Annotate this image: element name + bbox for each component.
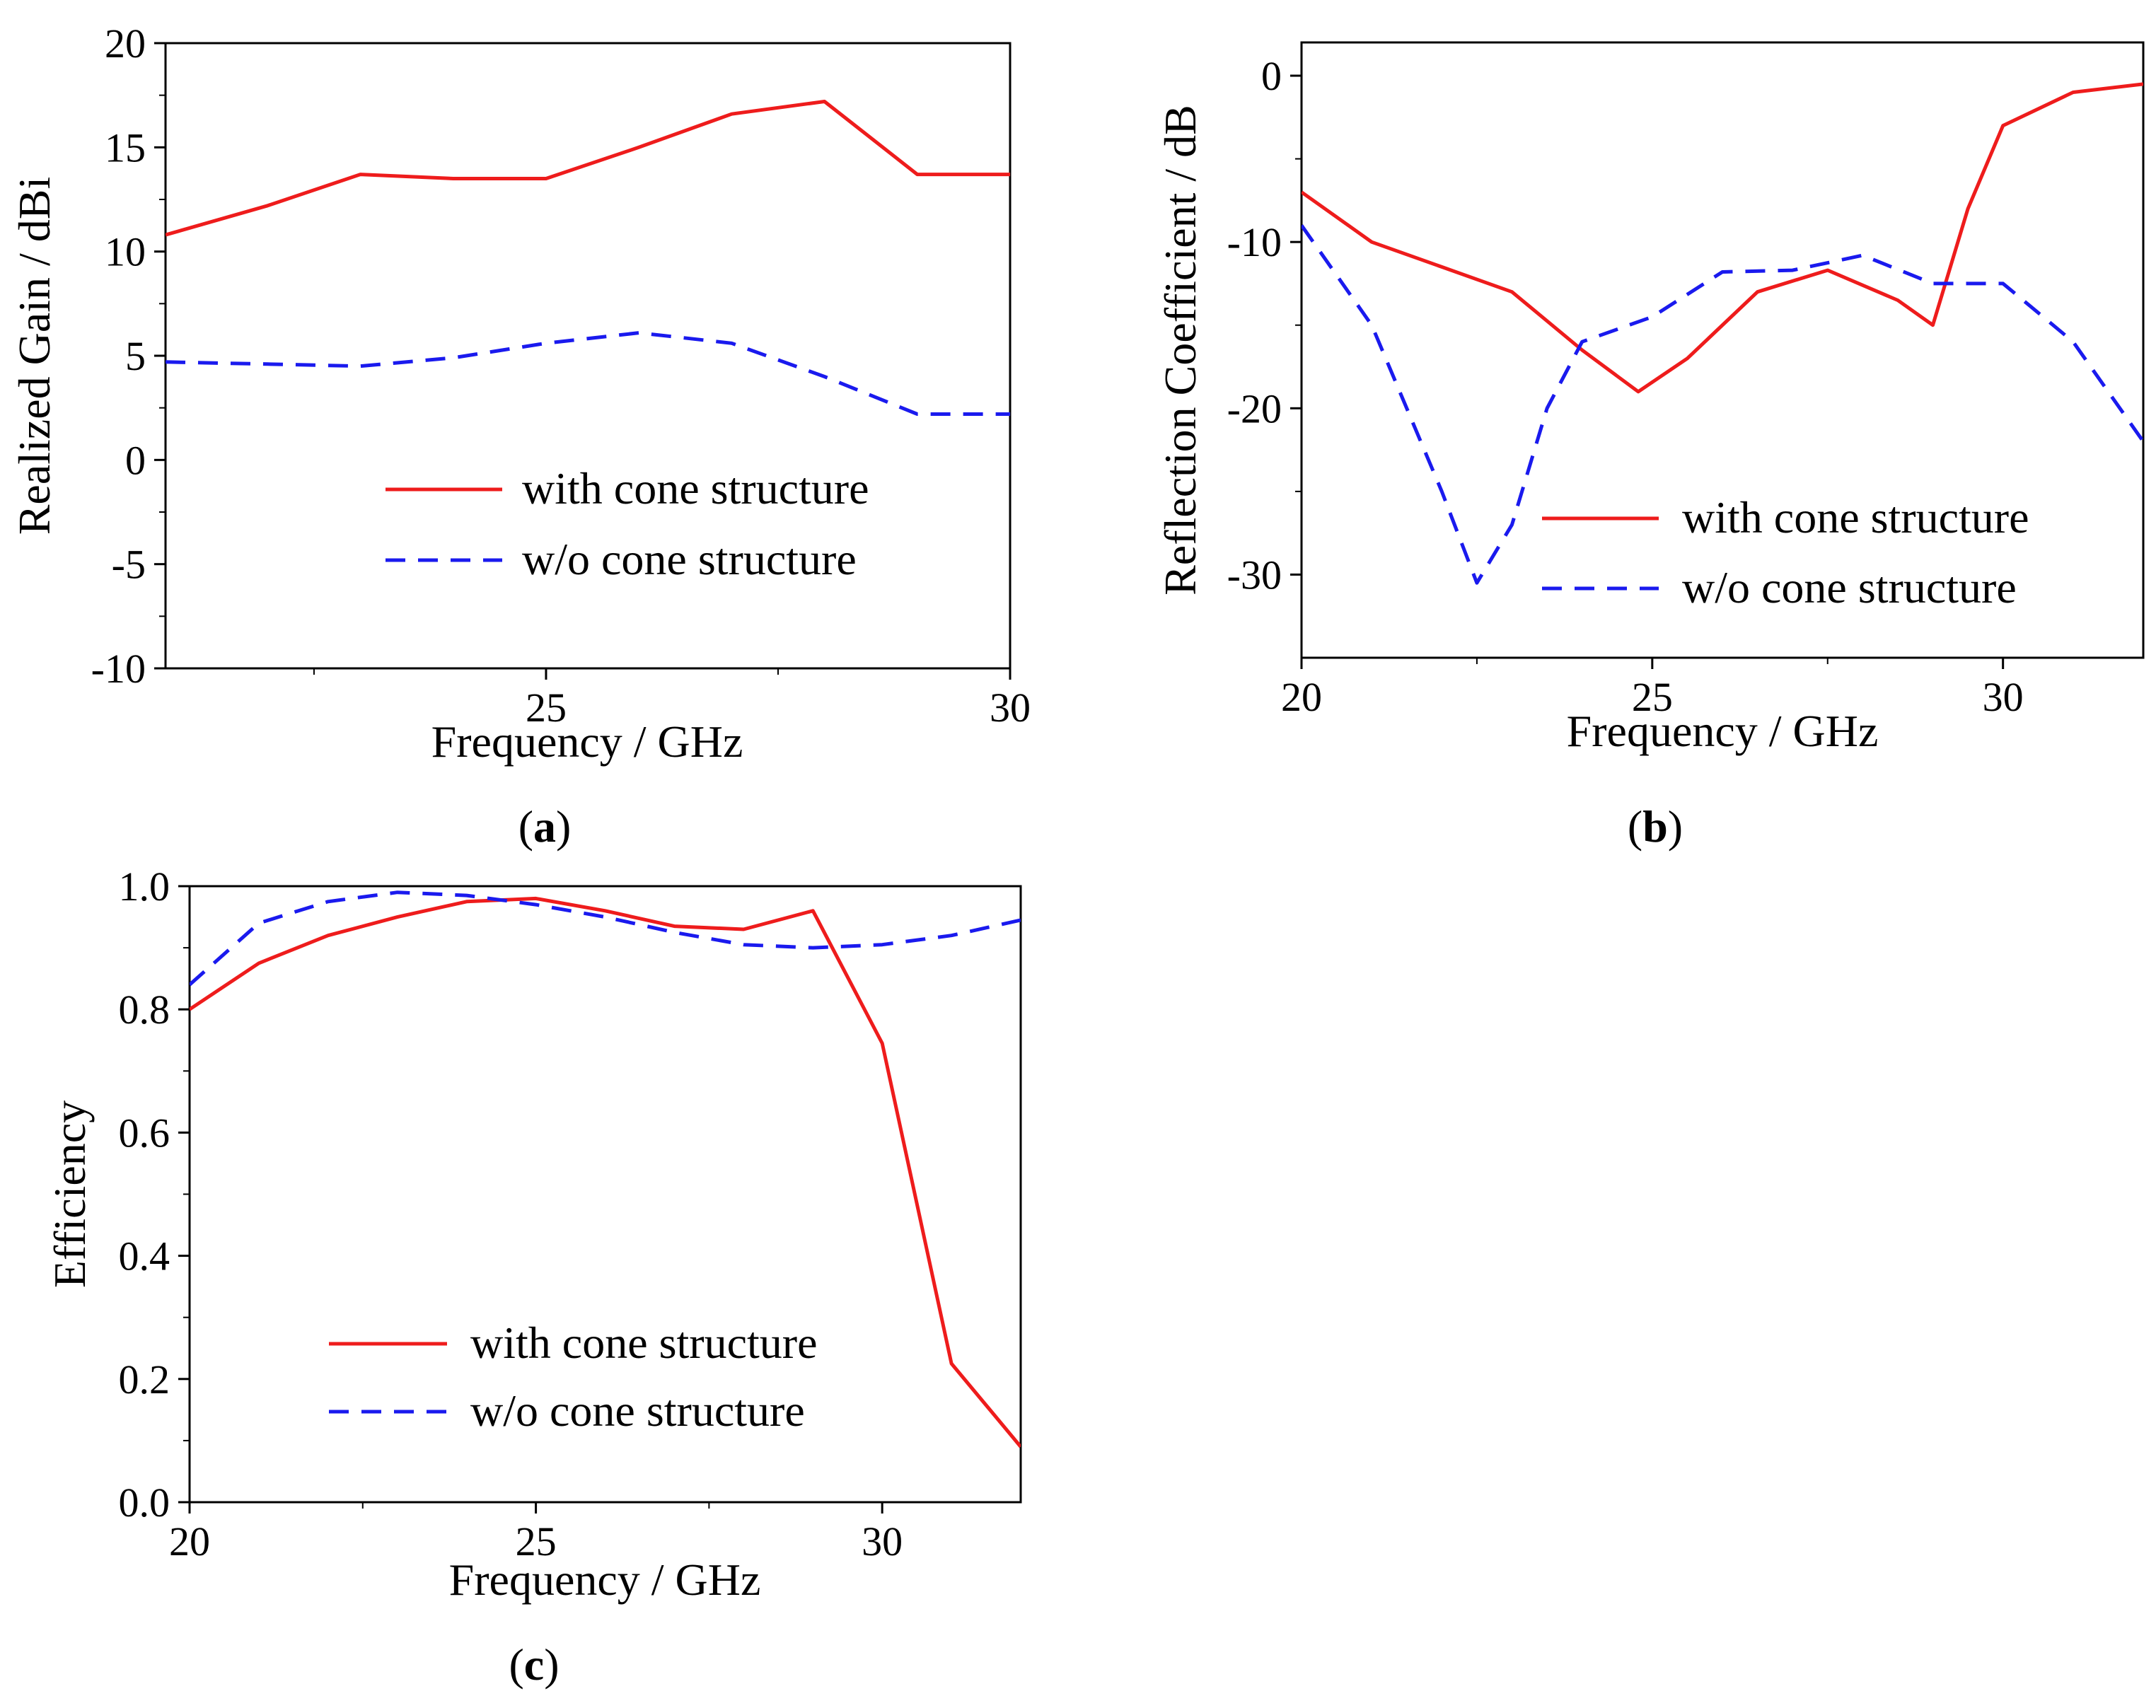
legend-label: with cone structure bbox=[470, 1318, 818, 1368]
panel-label-letter: a bbox=[533, 801, 556, 852]
panel-label-letter: c bbox=[524, 1639, 544, 1690]
y-tick-label: 0.4 bbox=[119, 1233, 170, 1279]
panel-label-open-paren: ( bbox=[518, 801, 533, 852]
x-tick-label: 25 bbox=[526, 685, 567, 731]
y-axis-title: Reflection Coefficient / dB bbox=[1155, 105, 1205, 596]
legend-label: w/o cone structure bbox=[470, 1385, 805, 1436]
chart-panel-b: 20 25 30 0 -10 -20 -30 Frequency / GHz Reflectio… bbox=[1155, 41, 2145, 852]
y-tick-label: 0 bbox=[1261, 53, 1282, 99]
x-axis-title: Frequency / GHz bbox=[1567, 706, 1879, 756]
chart-panel-c: 20 25 30 1.0 0.8 0.6 0.4 0.2 0.0 Frequency / GHz E… bbox=[45, 864, 1022, 1690]
y-tick-label: 0.8 bbox=[119, 987, 170, 1033]
y-tick-label: 20 bbox=[105, 21, 146, 66]
legend-label: with cone structure bbox=[522, 463, 869, 513]
x-axis-title: Frequency / GHz bbox=[449, 1555, 761, 1605]
y-tick-label: -10 bbox=[1227, 219, 1282, 265]
x-tick-label: 30 bbox=[1983, 674, 2024, 720]
panel-label-close-paren: ) bbox=[544, 1639, 559, 1690]
x-tick-label: 20 bbox=[169, 1518, 210, 1564]
y-tick-label: 0.2 bbox=[119, 1356, 170, 1402]
x-tick-label: 20 bbox=[1281, 674, 1322, 720]
panel-label-close-paren: ) bbox=[556, 801, 571, 852]
panel-label-letter: b bbox=[1642, 801, 1668, 852]
legend-label: w/o cone structure bbox=[522, 534, 857, 584]
y-tick-label: -20 bbox=[1227, 385, 1282, 431]
y-tick-label: 15 bbox=[105, 124, 146, 170]
series-line-without-cone bbox=[1302, 224, 2143, 585]
legend-label: w/o cone structure bbox=[1682, 562, 2017, 612]
panel-label: (a) bbox=[518, 801, 572, 852]
panel-label-open-paren: ( bbox=[509, 1639, 523, 1690]
plot-frame bbox=[1300, 41, 2145, 659]
series-line-with-cone bbox=[190, 896, 1021, 1448]
series-line-without-cone bbox=[190, 890, 1021, 987]
y-tick-label: 0 bbox=[125, 437, 146, 483]
x-axis-title: Frequency / GHz bbox=[431, 716, 743, 767]
x-tick-label: 25 bbox=[516, 1518, 557, 1564]
x-tick-label: 25 bbox=[1632, 674, 1673, 720]
panel-label: (b) bbox=[1628, 801, 1683, 852]
series-line-without-cone bbox=[166, 331, 1010, 416]
x-tick-label: 30 bbox=[862, 1518, 903, 1564]
y-tick-label: 1.0 bbox=[119, 864, 170, 910]
y-tick-label: 5 bbox=[125, 333, 146, 379]
y-tick-label: -30 bbox=[1227, 552, 1282, 598]
panel-label-open-paren: ( bbox=[1628, 801, 1642, 852]
panel-label-close-paren: ) bbox=[1668, 801, 1683, 852]
series-line-with-cone bbox=[1302, 82, 2143, 394]
legend-label: with cone structure bbox=[1682, 492, 2029, 542]
legend: with cone structure w/o cone structure bbox=[329, 1318, 818, 1436]
y-tick-label: 0.0 bbox=[119, 1480, 170, 1526]
y-axis-title: Realized Gain / dBi bbox=[9, 177, 59, 535]
y-tick-label: 0.6 bbox=[119, 1110, 170, 1156]
chart-panel-a: 25 30 20 15 10 5 0 -5 -10 Frequency / GHz Realized… bbox=[9, 21, 1031, 852]
y-tick-label: -10 bbox=[91, 646, 146, 692]
x-tick-label: 30 bbox=[990, 685, 1031, 731]
y-tick-label: -5 bbox=[112, 542, 146, 588]
panel-label: (c) bbox=[509, 1639, 559, 1690]
legend: with cone structure w/o cone structure bbox=[1542, 492, 2029, 612]
y-axis-title: Efficiency bbox=[45, 1100, 95, 1288]
y-tick-label: 10 bbox=[105, 229, 146, 275]
legend: with cone structure w/o cone structure bbox=[386, 463, 869, 584]
series-line-with-cone bbox=[166, 100, 1010, 237]
